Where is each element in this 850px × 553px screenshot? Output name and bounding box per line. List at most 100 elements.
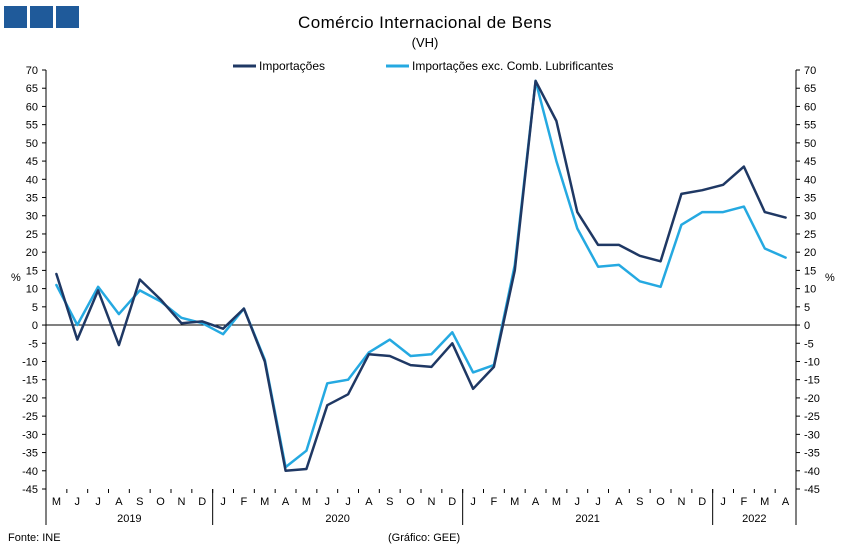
x-tick-label: F xyxy=(241,496,248,508)
y-tick-label-left: 35 xyxy=(26,193,38,205)
y-tick-label-right: -35 xyxy=(804,448,820,460)
x-tick-label: F xyxy=(491,496,498,508)
x-tick-label: S xyxy=(386,496,393,508)
y-tick-label-right: -25 xyxy=(804,411,820,423)
y-tick-label-left: -5 xyxy=(28,338,38,350)
legend-label-importacoes-exc: Importações exc. Comb. Lubrificantes xyxy=(412,59,613,73)
y-tick-label-left: -10 xyxy=(22,356,38,368)
y-tick-label-left: -30 xyxy=(22,429,38,441)
x-tick-label: D xyxy=(698,496,706,508)
x-tick-label: S xyxy=(636,496,643,508)
x-tick-label: A xyxy=(115,496,123,508)
x-tick-label: N xyxy=(427,496,435,508)
x-tick-label: N xyxy=(177,496,185,508)
logo-block xyxy=(56,6,79,28)
y-tick-label-left: -25 xyxy=(22,411,38,423)
y-tick-label-right: -30 xyxy=(804,429,820,441)
y-tick-label-right: 35 xyxy=(804,193,816,205)
y-tick-label-right: 30 xyxy=(804,211,816,223)
y-axis-label-right: % xyxy=(825,272,835,284)
x-tick-label: A xyxy=(615,496,623,508)
year-label: 2022 xyxy=(742,513,766,525)
y-axis-label-left: % xyxy=(11,272,21,284)
y-tick-label-right: 60 xyxy=(804,101,816,113)
y-tick-label-right: 15 xyxy=(804,265,816,277)
x-tick-label: M xyxy=(260,496,269,508)
logo xyxy=(4,6,79,28)
x-tick-label: M xyxy=(510,496,519,508)
x-tick-label: J xyxy=(325,496,331,508)
y-tick-label-left: -35 xyxy=(22,448,38,460)
x-tick-label: D xyxy=(448,496,456,508)
x-tick-label: J xyxy=(95,496,101,508)
y-tick-label-left: 25 xyxy=(26,229,38,241)
x-tick-label: J xyxy=(220,496,226,508)
y-tick-label-left: 10 xyxy=(26,284,38,296)
y-tick-label-left: 55 xyxy=(26,120,38,132)
x-tick-label: A xyxy=(365,496,373,508)
credit-note: (Gráfico: GEE) xyxy=(388,532,460,544)
y-tick-label-right: 10 xyxy=(804,284,816,296)
y-tick-label-left: 50 xyxy=(26,138,38,150)
y-tick-label-right: 40 xyxy=(804,174,816,186)
y-tick-label-right: 50 xyxy=(804,138,816,150)
y-tick-label-left: 15 xyxy=(26,265,38,277)
x-tick-label: O xyxy=(656,496,665,508)
x-tick-label: O xyxy=(406,496,415,508)
y-tick-label-left: 0 xyxy=(32,320,38,332)
x-tick-label: O xyxy=(156,496,165,508)
x-tick-label: A xyxy=(282,496,290,508)
x-tick-label: F xyxy=(741,496,748,508)
year-label: 2019 xyxy=(117,513,141,525)
x-tick-label: M xyxy=(552,496,561,508)
x-tick-label: J xyxy=(75,496,81,508)
x-tick-label: S xyxy=(136,496,143,508)
chart-subtitle: (VH) xyxy=(412,35,439,50)
x-tick-label: M xyxy=(302,496,311,508)
x-tick-label: M xyxy=(760,496,769,508)
year-label: 2020 xyxy=(325,513,349,525)
y-tick-label-right: 65 xyxy=(804,83,816,95)
y-tick-label-left: -45 xyxy=(22,484,38,496)
y-tick-label-left: 45 xyxy=(26,156,38,168)
x-tick-label: J xyxy=(575,496,581,508)
y-tick-label-left: -40 xyxy=(22,466,38,478)
x-tick-label: J xyxy=(345,496,351,508)
y-tick-label-left: -15 xyxy=(22,375,38,387)
y-tick-label-right: -45 xyxy=(804,484,820,496)
x-tick-label: A xyxy=(532,496,540,508)
x-tick-label: D xyxy=(198,496,206,508)
source-note: Fonte: INE xyxy=(8,532,61,544)
y-tick-label-right: -15 xyxy=(804,375,820,387)
logo-block xyxy=(4,6,27,28)
y-tick-label-left: 40 xyxy=(26,174,38,186)
series-line-importacoes xyxy=(55,79,787,473)
y-tick-label-left: 30 xyxy=(26,211,38,223)
y-tick-label-left: 20 xyxy=(26,247,38,259)
x-tick-label: M xyxy=(52,496,61,508)
y-tick-label-right: 55 xyxy=(804,120,816,132)
y-tick-label-left: 65 xyxy=(26,83,38,95)
y-tick-label-right: 20 xyxy=(804,247,816,259)
y-tick-label-left: 60 xyxy=(26,101,38,113)
logo-block xyxy=(30,6,53,28)
x-tick-label: N xyxy=(677,496,685,508)
x-tick-label: A xyxy=(782,496,790,508)
legend-label-importacoes: Importações xyxy=(259,59,325,73)
y-tick-label-right: -10 xyxy=(804,356,820,368)
x-tick-label: J xyxy=(720,496,726,508)
y-tick-label-right: -5 xyxy=(804,338,814,350)
chart-title: Comércio Internacional de Bens xyxy=(298,13,552,32)
y-tick-label-right: 45 xyxy=(804,156,816,168)
y-tick-label-right: -20 xyxy=(804,393,820,405)
year-label: 2021 xyxy=(575,513,599,525)
y-tick-label-left: -20 xyxy=(22,393,38,405)
y-tick-label-right: -40 xyxy=(804,466,820,478)
series-line-importacoes-exc xyxy=(55,79,787,469)
y-tick-label-right: 5 xyxy=(804,302,810,314)
x-tick-label: J xyxy=(470,496,476,508)
y-tick-label-right: 0 xyxy=(804,320,810,332)
x-tick-label: J xyxy=(595,496,601,508)
